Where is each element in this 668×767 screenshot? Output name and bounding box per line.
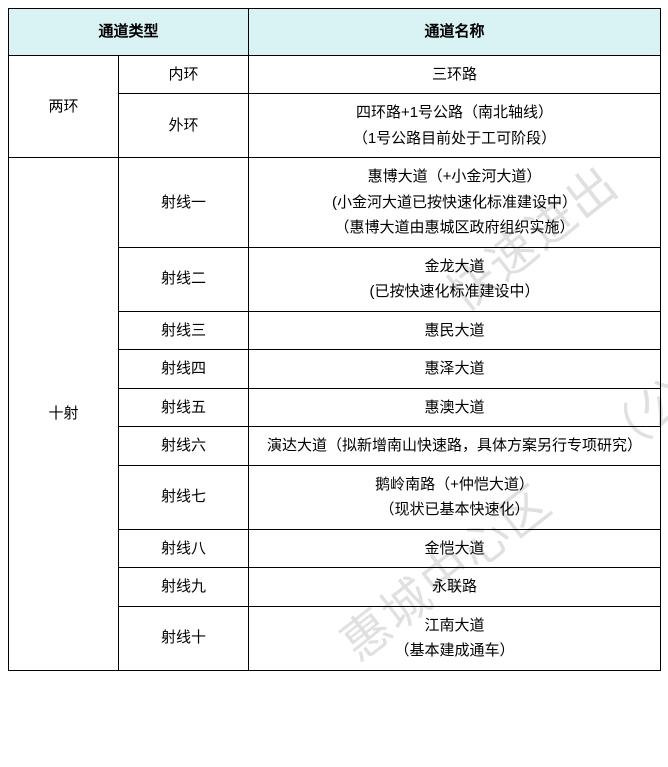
channel-name: 永联路 — [249, 568, 661, 607]
channel-table: 通道类型 通道名称 两环 内环 三环路 外环 四环路+1号公路（南北轴线）（1号… — [8, 8, 661, 671]
channel-name: 江南大道（基本建成通车） — [249, 606, 661, 670]
table-header-row: 通道类型 通道名称 — [9, 9, 661, 56]
sub-label: 射线四 — [119, 350, 249, 389]
channel-name: 惠澳大道 — [249, 388, 661, 427]
sub-label: 射线七 — [119, 465, 249, 529]
sub-label: 外环 — [119, 94, 249, 158]
channel-name: 惠泽大道 — [249, 350, 661, 389]
sub-label: 射线六 — [119, 427, 249, 466]
header-name: 通道名称 — [249, 9, 661, 56]
sub-label: 射线二 — [119, 247, 249, 311]
group-label: 十射 — [9, 158, 119, 671]
channel-name: 鹅岭南路（+仲恺大道）（现状已基本快速化） — [249, 465, 661, 529]
sub-label: 射线三 — [119, 311, 249, 350]
sub-label: 内环 — [119, 55, 249, 94]
sub-label: 射线八 — [119, 529, 249, 568]
sub-label: 射线五 — [119, 388, 249, 427]
channel-name: 金恺大道 — [249, 529, 661, 568]
channel-name: 惠民大道 — [249, 311, 661, 350]
group-label: 两环 — [9, 55, 119, 158]
table-row: 两环 内环 三环路 — [9, 55, 661, 94]
table-row: 十射 射线一 惠博大道（+小金河大道）(小金河大道已按快速化标准建设中）（惠博大… — [9, 158, 661, 248]
sub-label: 射线十 — [119, 606, 249, 670]
channel-name: 演达大道（拟新增南山快速路，具体方案另行专项研究） — [249, 427, 661, 466]
channel-name: 金龙大道(已按快速化标准建设中） — [249, 247, 661, 311]
header-type: 通道类型 — [9, 9, 249, 56]
channel-name: 惠博大道（+小金河大道）(小金河大道已按快速化标准建设中）（惠博大道由惠城区政府… — [249, 158, 661, 248]
channel-name: 三环路 — [249, 55, 661, 94]
sub-label: 射线九 — [119, 568, 249, 607]
sub-label: 射线一 — [119, 158, 249, 248]
channel-name: 四环路+1号公路（南北轴线）（1号公路目前处于工可阶段） — [249, 94, 661, 158]
